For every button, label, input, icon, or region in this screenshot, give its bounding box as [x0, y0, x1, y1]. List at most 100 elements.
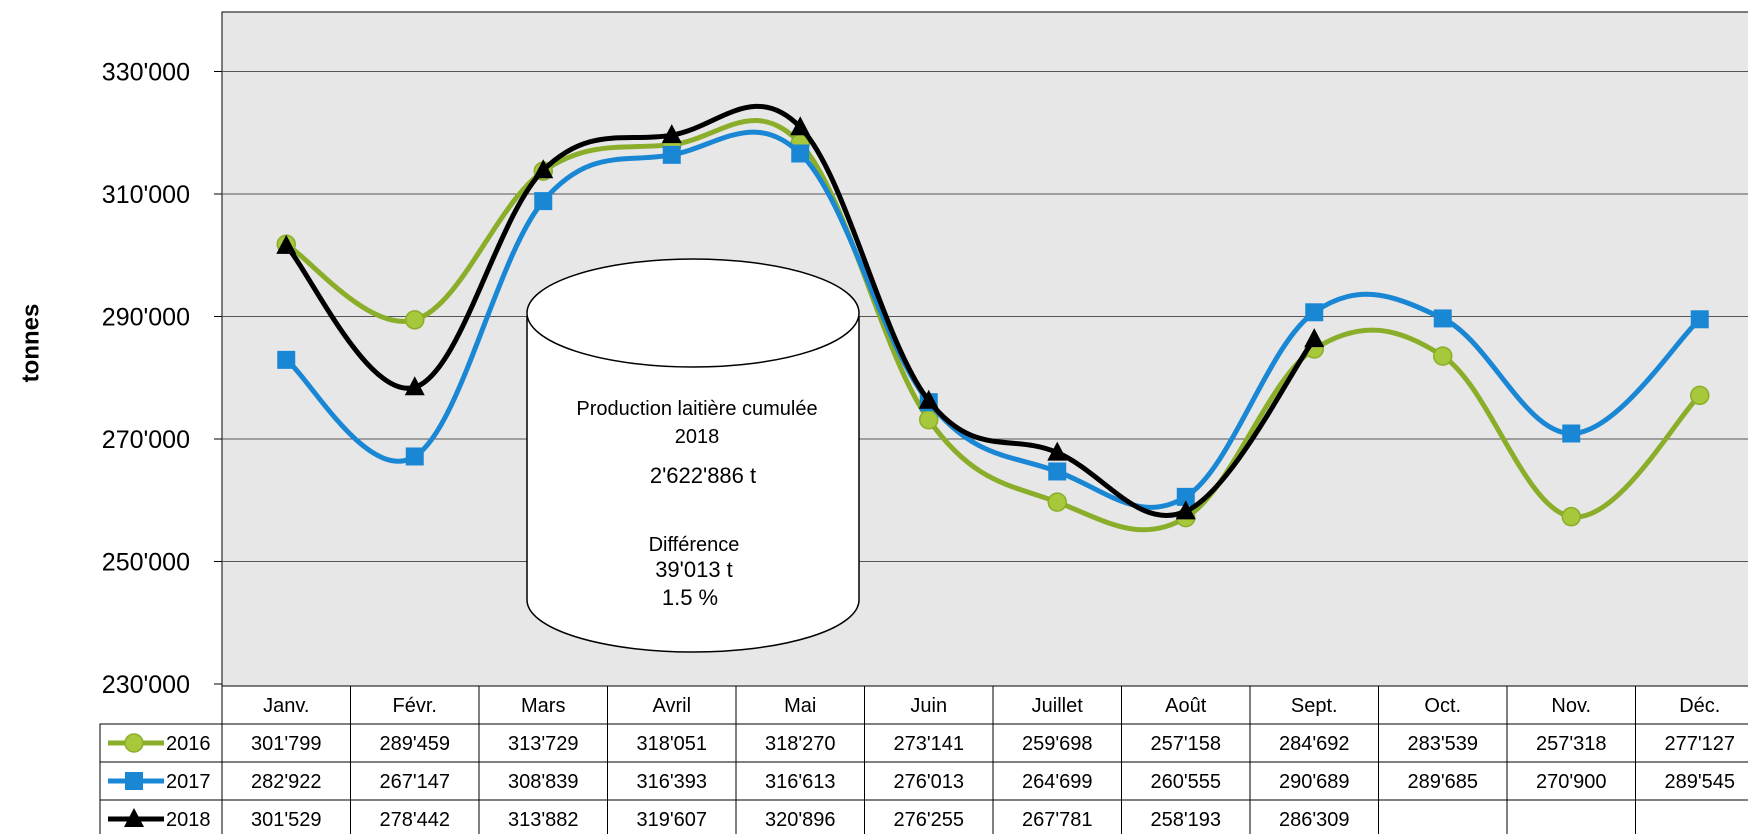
- legend-marker-2017: [125, 772, 143, 790]
- y-tick-label: 330'000: [102, 59, 190, 87]
- table-header-cell: [1249, 685, 1379, 725]
- x-category-label: Août: [1165, 695, 1207, 717]
- data-label-2018: 313'882: [508, 809, 579, 831]
- y-tick-label: 290'000: [102, 304, 190, 332]
- data-label-2016: 273'141: [893, 733, 964, 755]
- data-point-2017: [662, 145, 681, 164]
- data-table: Janv. Févr. Mars Avril Mai Juin Juillet Août Sep…: [99, 685, 1748, 834]
- callout-diff-value: 39'013 t: [655, 557, 733, 582]
- data-label-2017: 260'555: [1150, 771, 1221, 793]
- table-header-cell: [735, 685, 865, 725]
- series-2017: [277, 129, 1709, 510]
- data-series: [276, 103, 1710, 533]
- x-category-label: Juin: [910, 695, 947, 717]
- legend-label: 2018: [166, 809, 211, 831]
- data-label-2018: 320'896: [765, 809, 836, 831]
- data-point-2018: [276, 234, 297, 254]
- data-point-2016: [1433, 346, 1453, 366]
- data-point-2017: [405, 447, 424, 466]
- series-line-2016: [283, 118, 1703, 533]
- table-cell: [1506, 761, 1636, 801]
- data-point-2018: [533, 159, 554, 179]
- data-label-2016: 259'698: [1022, 733, 1093, 755]
- table-header-cell: [1635, 685, 1748, 725]
- data-label-2018: 278'442: [379, 809, 450, 831]
- data-label-2017: 276'013: [893, 771, 964, 793]
- data-point-2018: [404, 376, 425, 396]
- data-point-2017: [534, 192, 553, 211]
- data-label-2017: 316'613: [765, 771, 836, 793]
- data-point-2016: [919, 410, 939, 430]
- data-label-2016: 257'158: [1150, 733, 1221, 755]
- table-cell: [350, 761, 480, 801]
- table-cell: [221, 761, 351, 801]
- table-cell: [1121, 723, 1251, 763]
- table-header-cell: [478, 685, 608, 725]
- x-category-label: Avril: [652, 695, 691, 717]
- data-label-2016: 283'539: [1407, 733, 1478, 755]
- table-cell: [992, 761, 1122, 801]
- data-point-2017: [1048, 462, 1067, 481]
- x-category-label: Sept.: [1291, 695, 1338, 717]
- y-axis-label: tonnes: [17, 304, 44, 383]
- data-label-2016: 318'051: [636, 733, 707, 755]
- data-label-2018: 319'607: [636, 809, 707, 831]
- data-label-2017: 270'900: [1536, 771, 1607, 793]
- cylinder-body: [526, 316, 860, 653]
- x-category-label: Janv.: [263, 695, 309, 717]
- table-cell: [478, 723, 608, 763]
- y-axis-ticks: 230'000 250'000 270'000 290'000 310'000 330'0…: [102, 59, 222, 699]
- table-cell: [350, 723, 480, 763]
- y-tick-label: 310'000: [102, 181, 190, 209]
- table-header-cell: [221, 685, 351, 725]
- data-label-2018: 276'255: [893, 809, 964, 831]
- data-label-2017: 289'545: [1664, 771, 1735, 793]
- table-cell: [1635, 799, 1748, 834]
- data-label-2018: 301'529: [251, 809, 322, 831]
- y-tick-label: 230'000: [102, 671, 190, 699]
- legend-label: 2016: [166, 733, 211, 755]
- table-cell: [864, 761, 994, 801]
- data-point-2018: [790, 116, 811, 136]
- data-point-2016: [1561, 506, 1581, 527]
- data-label-2017: 282'922: [251, 771, 322, 793]
- legend-marker-2016: [124, 733, 144, 753]
- table-header-cell: [1378, 685, 1508, 725]
- table-cell: [478, 761, 608, 801]
- data-point-2016: [1690, 385, 1710, 406]
- data-label-2016: 284'692: [1279, 733, 1350, 755]
- data-label-2018: 258'193: [1150, 809, 1221, 831]
- callout-diff-pct: 1.5 %: [662, 585, 718, 610]
- data-label-2017: 264'699: [1022, 771, 1093, 793]
- callout-title-line1: Production laitière cumulée: [576, 398, 817, 420]
- data-label-2016: 318'270: [765, 733, 836, 755]
- table-cell: [1249, 799, 1379, 834]
- callout-title-line2: 2018: [675, 426, 720, 448]
- table-cell: [478, 799, 608, 834]
- data-point-2017: [277, 350, 296, 369]
- legend-label: 2017: [166, 771, 211, 793]
- x-category-label: Mars: [521, 695, 565, 717]
- table-cell: [992, 723, 1122, 763]
- series-line-2017: [283, 129, 1703, 510]
- data-label-2016: 301'799: [251, 733, 322, 755]
- data-point-2018: [918, 389, 939, 409]
- data-label-2018: 267'781: [1022, 809, 1093, 831]
- data-label-2017: 290'689: [1279, 771, 1350, 793]
- table-cell: [1635, 723, 1748, 763]
- cylinder-top: [526, 258, 860, 368]
- data-point-2017: [1305, 303, 1324, 322]
- data-point-2016: [1047, 492, 1067, 512]
- data-point-2018: [1304, 328, 1325, 348]
- callout-total: 2'622'886 t: [650, 463, 756, 488]
- data-point-2017: [1690, 310, 1709, 329]
- data-point-2017: [791, 144, 810, 163]
- data-label-2017: 289'685: [1407, 771, 1478, 793]
- x-category-label: Oct.: [1424, 695, 1461, 717]
- table-cell: [1249, 723, 1379, 763]
- x-category-label: Juillet: [1032, 695, 1084, 717]
- data-label-2018: 286'309: [1279, 809, 1350, 831]
- data-label-2016: 257'318: [1536, 733, 1607, 755]
- table-cell: [992, 799, 1122, 834]
